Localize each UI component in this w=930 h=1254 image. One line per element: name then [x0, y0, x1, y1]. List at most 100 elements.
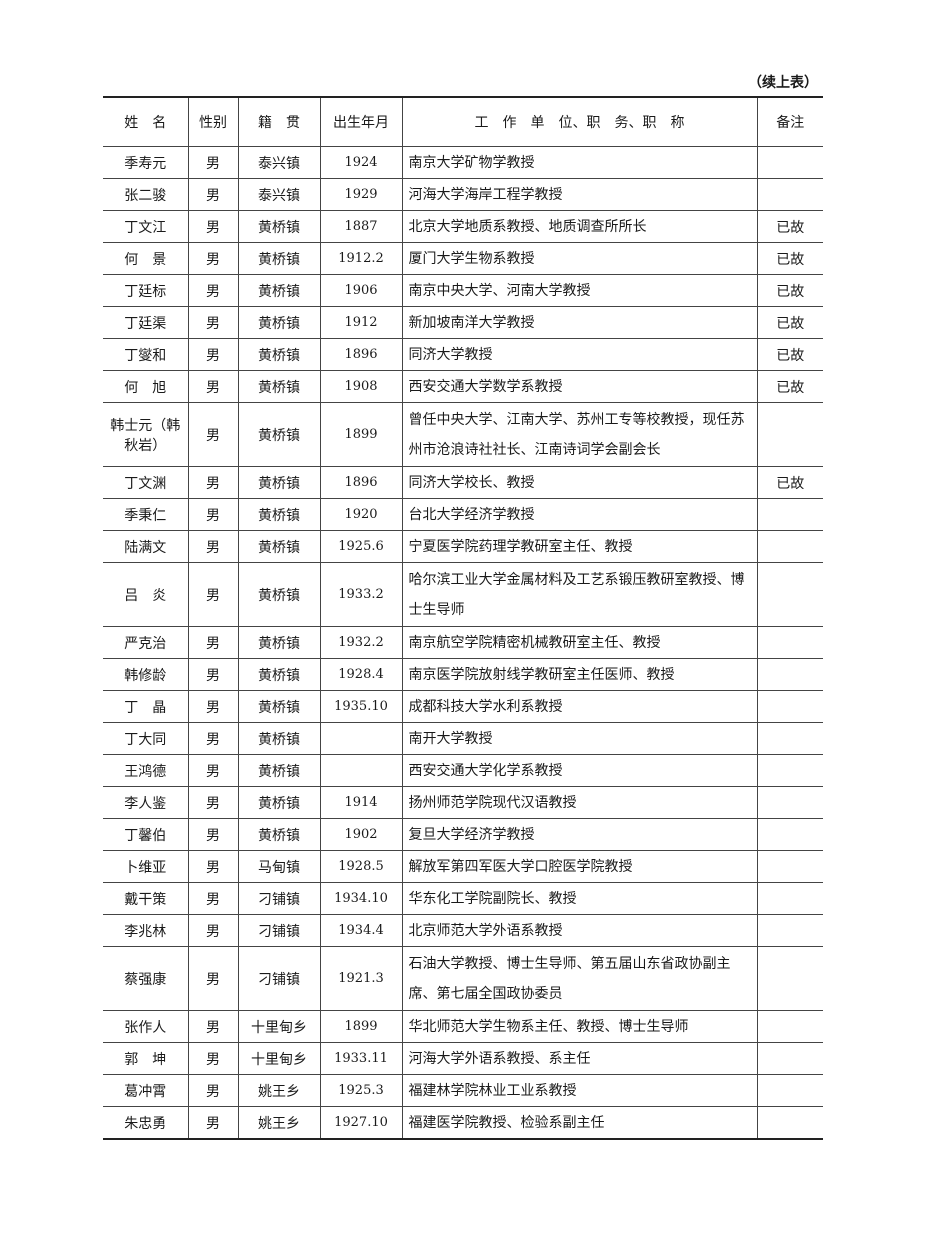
birth-cell: 1932.2	[319, 626, 403, 659]
name-cell: 何 旭	[103, 370, 189, 403]
gender-cell: 男	[187, 242, 239, 275]
note-cell: 已故	[756, 210, 823, 243]
work-cell: 南京医学院放射线学教研室主任医师、教授	[401, 658, 758, 691]
gender-cell: 男	[187, 338, 239, 371]
note-cell: 已故	[756, 338, 823, 371]
work-cell: 华东化工学院副院长、教授	[401, 882, 758, 915]
note-cell	[756, 530, 823, 563]
note-cell	[756, 722, 823, 755]
work-cell: 南京中央大学、河南大学教授	[401, 274, 758, 307]
birth-cell: 1924	[319, 146, 403, 179]
origin-cell: 黄桥镇	[237, 498, 321, 531]
table-row: 李人鉴男黄桥镇 1914 扬州师范学院现代汉语教授	[103, 786, 823, 819]
work-cell: 河海大学海岸工程学教授	[401, 178, 758, 211]
note-cell	[756, 690, 823, 723]
note-cell	[756, 786, 823, 819]
work-cell: 石油大学教授、博士生导师、第五届山东省政协副主席、第七届全国政协委员	[401, 946, 758, 1011]
gender-cell: 男	[187, 1074, 239, 1107]
work-cell: 宁夏医学院药理学教研室主任、教授	[401, 530, 758, 563]
table-row: 张作人男十里甸乡 1899 华北师范大学生物系主任、教授、博士生导师	[103, 1010, 823, 1043]
origin-cell: 黄桥镇	[237, 690, 321, 723]
name-cell: 韩修龄	[103, 658, 189, 691]
table-row: 何 景男黄桥镇 1912.2 厦门大学生物系教授 已故	[103, 242, 823, 275]
table-row: 丁文江男黄桥镇 1887 北京大学地质系教授、地质调查所所长 已故	[103, 210, 823, 243]
name-cell: 戴干策	[103, 882, 189, 915]
birth-cell: 1933.2	[319, 562, 403, 627]
note-cell: 已故	[756, 242, 823, 275]
note-cell	[756, 754, 823, 787]
name-cell: 蔡强康	[103, 946, 189, 1011]
gender-cell: 男	[187, 754, 239, 787]
name-cell: 何 景	[103, 242, 189, 275]
table-row: 郭 坤男十里甸乡 1933.11 河海大学外语系教授、系主任	[103, 1042, 823, 1075]
name-cell: 李人鉴	[103, 786, 189, 819]
table-row: 吕 炎男黄桥镇 1933.2 哈尔滨工业大学金属材料及工艺系锻压教研室教授、博士生导…	[103, 562, 823, 627]
birth-cell: 1887	[319, 210, 403, 243]
origin-cell: 黄桥镇	[237, 274, 321, 307]
table-row: 李兆林男刁铺镇 1934.4 北京师范大学外语系教授	[103, 914, 823, 947]
gender-cell: 男	[187, 658, 239, 691]
origin-cell: 黄桥镇	[237, 306, 321, 339]
birth-cell: 1925.3	[319, 1074, 403, 1107]
birth-cell: 1934.10	[319, 882, 403, 915]
note-cell: 已故	[756, 306, 823, 339]
header-note: 备注	[756, 96, 823, 147]
origin-cell: 刁铺镇	[237, 882, 321, 915]
name-cell: 丁廷标	[103, 274, 189, 307]
origin-cell: 黄桥镇	[237, 210, 321, 243]
table-row: 韩修龄男黄桥镇 1928.4 南京医学院放射线学教研室主任医师、教授	[103, 658, 823, 691]
origin-cell: 黄桥镇	[237, 818, 321, 851]
name-cell: 朱忠勇	[103, 1106, 189, 1140]
table-row: 丁 晶男黄桥镇 1935.10 成都科技大学水利系教授	[103, 690, 823, 723]
note-cell	[756, 914, 823, 947]
table-row: 丁馨伯男黄桥镇 1902 复旦大学经济学教授	[103, 818, 823, 851]
gender-cell: 男	[187, 466, 239, 499]
work-cell: 南京航空学院精密机械教研室主任、教授	[401, 626, 758, 659]
work-cell: 河海大学外语系教授、系主任	[401, 1042, 758, 1075]
table-row: 卜维亚男马甸镇 1928.5 解放军第四军医大学口腔医学院教授	[103, 850, 823, 883]
origin-cell: 马甸镇	[237, 850, 321, 883]
header-origin: 籍 贯	[237, 96, 321, 147]
name-cell: 季秉仁	[103, 498, 189, 531]
work-cell: 扬州师范学院现代汉语教授	[401, 786, 758, 819]
note-cell	[756, 658, 823, 691]
birth-cell: 1908	[319, 370, 403, 403]
table-row: 丁廷标男黄桥镇 1906 南京中央大学、河南大学教授 已故	[103, 274, 823, 307]
origin-cell: 黄桥镇	[237, 530, 321, 563]
name-cell: 张作人	[103, 1010, 189, 1043]
note-cell	[756, 178, 823, 211]
work-cell: 新加坡南洋大学教授	[401, 306, 758, 339]
table-row: 张二骏男泰兴镇 1929 河海大学海岸工程学教授	[103, 178, 823, 211]
birth-cell: 1899	[319, 402, 403, 467]
origin-cell: 姚王乡	[237, 1074, 321, 1107]
note-cell	[756, 626, 823, 659]
table-row: 丁大同男黄桥镇 南开大学教授	[103, 722, 823, 755]
gender-cell: 男	[187, 626, 239, 659]
table-row: 葛冲霄男姚王乡 1925.3 福建林学院林业工业系教授	[103, 1074, 823, 1107]
name-cell: 丁 晶	[103, 690, 189, 723]
gender-cell: 男	[187, 306, 239, 339]
note-cell: 已故	[756, 274, 823, 307]
work-cell: 哈尔滨工业大学金属材料及工艺系锻压教研室教授、博士生导师	[401, 562, 758, 627]
table-row: 朱忠勇男姚王乡 1927.10 福建医学院教授、检验系副主任	[103, 1106, 823, 1140]
table-row: 蔡强康男刁铺镇 1921.3 石油大学教授、博士生导师、第五届山东省政协副主席、第七…	[103, 946, 823, 1011]
birth-cell: 1934.4	[319, 914, 403, 947]
work-cell: 北京大学地质系教授、地质调查所所长	[401, 210, 758, 243]
note-cell	[756, 146, 823, 179]
gender-cell: 男	[187, 850, 239, 883]
work-cell: 同济大学校长、教授	[401, 466, 758, 499]
gender-cell: 男	[187, 178, 239, 211]
work-cell: 曾任中央大学、江南大学、苏州工专等校教授，现任苏州市沧浪诗社社长、江南诗词学会副…	[401, 402, 758, 467]
origin-cell: 黄桥镇	[237, 370, 321, 403]
name-cell: 王鸿德	[103, 754, 189, 787]
work-cell: 解放军第四军医大学口腔医学院教授	[401, 850, 758, 883]
header-gender: 性别	[187, 96, 239, 147]
gender-cell: 男	[187, 1010, 239, 1043]
name-cell: 韩士元（韩秋岩）	[103, 402, 189, 467]
note-cell	[756, 946, 823, 1011]
name-cell: 丁馨伯	[103, 818, 189, 851]
note-cell	[756, 1074, 823, 1107]
work-cell: 厦门大学生物系教授	[401, 242, 758, 275]
table-row: 丁文渊男黄桥镇 1896 同济大学校长、教授 已故	[103, 466, 823, 499]
birth-cell: 1896	[319, 466, 403, 499]
